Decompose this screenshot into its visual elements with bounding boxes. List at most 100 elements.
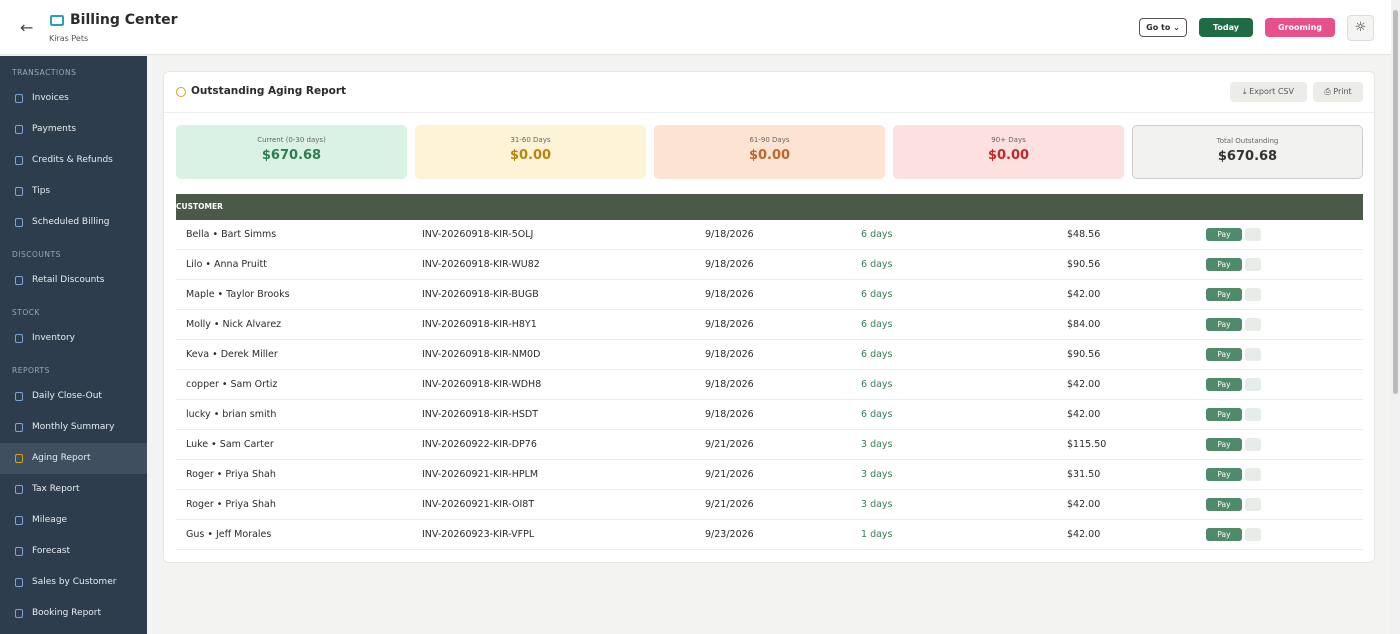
nav-icon xyxy=(15,578,23,587)
divider xyxy=(164,112,1374,113)
summary-label: 31-60 Days xyxy=(510,136,551,144)
pay-button[interactable]: Pay xyxy=(1206,258,1242,271)
table-cell: $42.00 xyxy=(1067,289,1101,300)
nav-label: Invoices xyxy=(32,93,69,103)
nav-item[interactable]: Sales by Customer xyxy=(0,567,147,598)
table-cell: Lilo • Anna Pruitt xyxy=(186,259,267,270)
email-button[interactable] xyxy=(1245,498,1261,511)
table-row: Roger • Priya Shah INV-20260921-KIR-HPLM 9… xyxy=(176,460,1363,490)
nav-item[interactable]: Retail Discounts xyxy=(0,265,147,296)
pay-button[interactable]: Pay xyxy=(1206,228,1242,241)
section-title: REPORTS xyxy=(12,366,50,375)
pay-button[interactable]: Pay xyxy=(1206,288,1242,301)
nav-item[interactable]: Forecast xyxy=(0,536,147,567)
nav-item[interactable]: Booking Report xyxy=(0,598,147,629)
nav-item[interactable]: Payments xyxy=(0,114,147,145)
nav-item[interactable]: Scheduled Billing xyxy=(0,207,147,238)
nav-item[interactable]: Mileage xyxy=(0,505,147,536)
pay-button[interactable]: Pay xyxy=(1206,528,1242,541)
nav-item[interactable]: Monthly Summary xyxy=(0,412,147,443)
nav-item[interactable]: Tips xyxy=(0,176,147,207)
summary-value: $0.00 xyxy=(748,148,791,163)
print-button[interactable]: ⎙ Print xyxy=(1313,82,1363,102)
table-cell: Keva • Derek Miller xyxy=(186,349,278,360)
table-row: Luke • Sam Carter INV-20260922-KIR-DP76 9/… xyxy=(176,430,1363,460)
table-cell: INV-20260922-KIR-DP76 xyxy=(422,439,537,450)
clock-icon xyxy=(176,87,186,97)
pay-button[interactable]: Pay xyxy=(1206,498,1242,511)
nav-icon xyxy=(15,94,23,103)
nav-icon xyxy=(15,547,23,556)
table-cell: 6 days xyxy=(861,229,893,240)
summary-value: $0.00 xyxy=(509,148,552,163)
back-button[interactable]: ← xyxy=(20,18,34,37)
summary-label: Current (0-30 days) xyxy=(257,136,326,144)
email-button[interactable] xyxy=(1245,378,1261,391)
table-cell: $42.00 xyxy=(1067,379,1101,390)
nav-item[interactable]: Credits & Refunds xyxy=(0,145,147,176)
goto-button[interactable]: Go to ⌄ xyxy=(1139,18,1187,37)
nav-item[interactable]: Tax Report xyxy=(0,474,147,505)
table-row: Molly • Nick Alvarez INV-20260918-KIR-H8Y… xyxy=(176,310,1363,340)
nav-icon xyxy=(15,187,23,196)
grooming-label: Grooming xyxy=(1277,23,1322,32)
pay-button[interactable]: Pay xyxy=(1206,378,1242,391)
pay-button[interactable]: Pay xyxy=(1206,438,1242,451)
summary-card: 90+ Days $0.00 xyxy=(893,125,1124,179)
sidebar: TRANSACTIONS Invoices Payments Credits & Re… xyxy=(0,56,147,634)
theme-toggle[interactable]: ☼ xyxy=(1347,15,1374,41)
table-cell: lucky • brian smith xyxy=(186,409,277,420)
summary-card: Current (0-30 days) $670.68 xyxy=(176,125,407,179)
email-button[interactable] xyxy=(1245,528,1261,541)
pay-button[interactable]: Pay xyxy=(1206,468,1242,481)
print-label: Print xyxy=(1333,87,1352,96)
nav-icon xyxy=(15,609,23,618)
nav-label: Forecast xyxy=(32,546,71,556)
pay-button[interactable]: Pay xyxy=(1206,348,1242,361)
nav-item[interactable]: Invoices xyxy=(0,83,147,114)
email-button[interactable] xyxy=(1245,468,1261,481)
email-button[interactable] xyxy=(1245,288,1261,301)
table-cell: 9/21/2026 xyxy=(705,499,754,510)
table-cell: INV-20260918-KIR-5OLJ xyxy=(422,229,534,240)
section-title: DISCOUNTS xyxy=(12,250,61,259)
email-button[interactable] xyxy=(1245,348,1261,361)
goto-label: Go to xyxy=(1146,23,1171,32)
table-row: Gus • Jeff Morales INV-20260923-KIR-VFPL 9… xyxy=(176,520,1363,550)
email-button[interactable] xyxy=(1245,318,1261,331)
table-cell: INV-20260918-KIR-BUGB xyxy=(422,289,539,300)
summary-label: 61-90 Days xyxy=(749,136,790,144)
summary-card: 31-60 Days $0.00 xyxy=(415,125,646,179)
email-button[interactable] xyxy=(1245,438,1261,451)
scroll-thumb[interactable] xyxy=(1393,10,1398,394)
nav-item[interactable]: Daily Close-Out xyxy=(0,381,147,412)
summary-card: 61-90 Days $0.00 xyxy=(654,125,885,179)
table-cell: Roger • Priya Shah xyxy=(186,499,276,510)
page-title: Billing Center xyxy=(70,12,178,28)
nav-label: Scheduled Billing xyxy=(32,217,110,227)
grooming-button[interactable]: Grooming xyxy=(1265,18,1335,37)
nav-label: Daily Close-Out xyxy=(32,391,102,401)
pay-button[interactable]: Pay xyxy=(1206,318,1242,331)
export-button[interactable]: ⤓ Export CSV xyxy=(1230,82,1307,102)
table-row: copper • Sam Ortiz INV-20260918-KIR-WDH8 9… xyxy=(176,370,1363,400)
email-button[interactable] xyxy=(1245,408,1261,421)
table-cell: 9/23/2026 xyxy=(705,529,754,540)
table-cell: 3 days xyxy=(861,439,893,450)
column-header: INVOICE DATE xyxy=(176,254,235,263)
nav-icon xyxy=(15,454,23,463)
email-button[interactable] xyxy=(1245,228,1261,241)
table-row: lucky • brian smith INV-20260918-KIR-HSDT… xyxy=(176,400,1363,430)
nav-icon xyxy=(15,392,23,401)
pay-button[interactable]: Pay xyxy=(1206,408,1242,421)
nav-label: Tips xyxy=(32,186,51,196)
nav-item[interactable]: Aging Report xyxy=(0,443,147,474)
email-button[interactable] xyxy=(1245,258,1261,271)
nav-label: Tax Report xyxy=(32,484,80,494)
nav-item[interactable]: Inventory xyxy=(0,323,147,354)
column-header: CUSTOMER xyxy=(176,202,223,211)
today-button[interactable]: Today xyxy=(1199,18,1253,37)
scrollbar[interactable] xyxy=(1391,0,1400,634)
table-cell: 9/21/2026 xyxy=(705,469,754,480)
